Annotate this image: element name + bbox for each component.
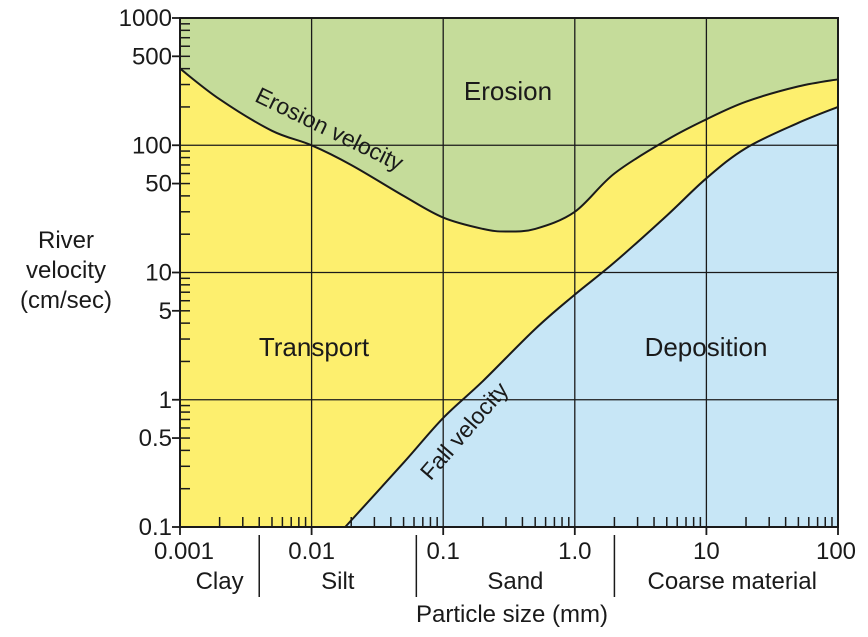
region-transport — [180, 68, 838, 527]
size-class-label: Coarse material — [648, 568, 817, 595]
size-class-label: Clay — [196, 568, 244, 595]
x-tick-label: 0.01 — [288, 538, 335, 565]
x-tick-label: 10 — [693, 538, 720, 565]
y-tick-label: 0.5 — [139, 425, 172, 452]
x-axis-label: Particle size (mm) — [416, 601, 608, 628]
regions-layer — [180, 18, 838, 528]
y-axis-label-line2: velocity — [26, 257, 106, 284]
region-deposition — [345, 106, 838, 528]
y-tick-label: 5 — [159, 298, 172, 325]
ticks-layer — [172, 17, 839, 535]
y-tick-label: 100 — [132, 132, 172, 159]
y-tick-label: 500 — [132, 43, 172, 70]
x-tick-label: 0.1 — [427, 538, 460, 565]
size-class-label: Sand — [487, 568, 543, 595]
x-tick-label: 100 — [816, 538, 856, 565]
region-label-transport: Transport — [259, 332, 370, 362]
region-label-erosion: Erosion — [464, 76, 552, 106]
curves-layer — [179, 67, 839, 528]
x-tick-label: 0.001 — [154, 538, 214, 565]
region-erosion — [180, 18, 838, 232]
labels-layer: 0.001 0.01 0.1 1.0 10 100 1000 500 100 50 10 5 1 0.5 0… — [119, 5, 856, 597]
erosion-velocity-curve — [179, 67, 839, 233]
y-tick-label: 0.1 — [139, 514, 172, 541]
y-tick-label: 10 — [145, 260, 172, 287]
x-tick-label: 1.0 — [558, 538, 591, 565]
y-axis-label-line1: River — [38, 227, 94, 254]
fall-velocity-curve — [344, 105, 839, 528]
region-label-deposition: Deposition — [645, 332, 768, 362]
y-axis-label-line3: (cm/sec) — [20, 287, 112, 314]
y-tick-label: 1000 — [119, 5, 172, 32]
size-class-label: Silt — [321, 568, 355, 595]
y-tick-label: 1 — [159, 387, 172, 414]
y-tick-label: 50 — [145, 171, 172, 198]
grid-layer — [180, 18, 838, 527]
